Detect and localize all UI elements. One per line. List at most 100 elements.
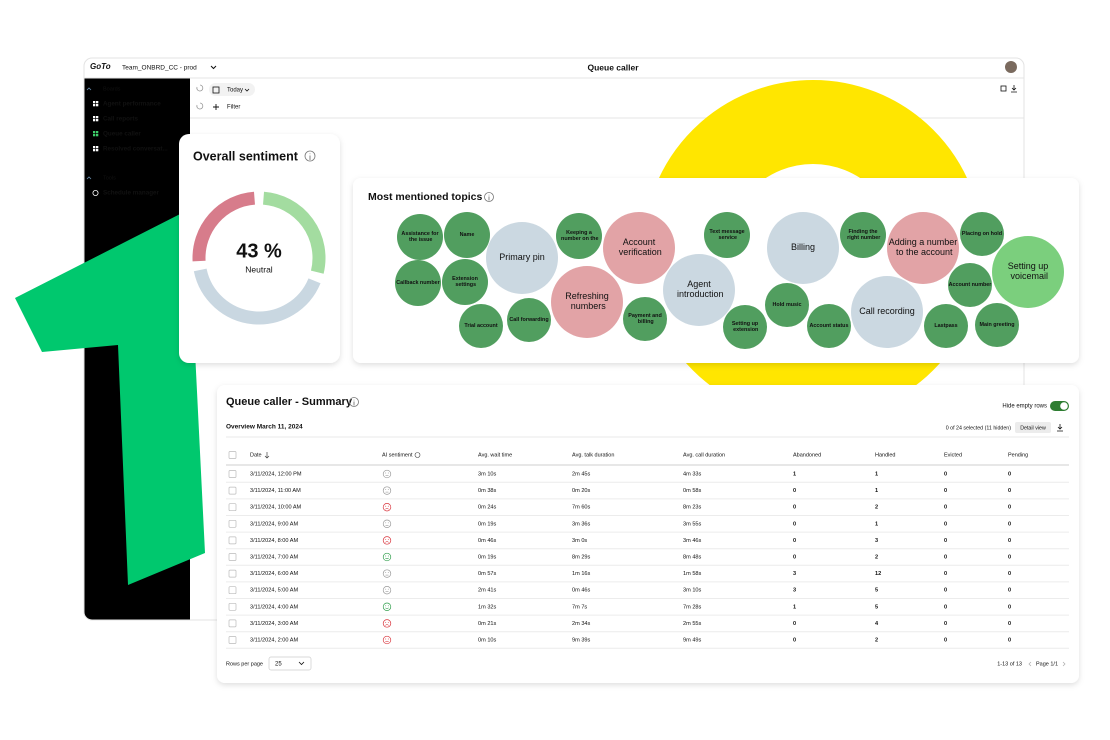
- topic-bubble[interactable]: [663, 254, 735, 326]
- date-pill[interactable]: [209, 83, 255, 96]
- sidebar-item[interactable]: Schedule manager: [103, 190, 160, 197]
- download-icon[interactable]: [1011, 85, 1017, 93]
- topic-label-line: Placing on hold: [962, 231, 1002, 237]
- topic-bubble[interactable]: [975, 303, 1019, 347]
- row-range: 1-13 of 13: [997, 661, 1022, 667]
- sidebar-item[interactable]: Agent performance: [103, 101, 161, 108]
- checkbox[interactable]: [228, 519, 237, 528]
- topic-bubble[interactable]: [924, 304, 968, 348]
- topic-label-line: Main greeting: [979, 322, 1014, 328]
- checkbox[interactable]: [228, 602, 237, 611]
- row-date[interactable]: 3/11/2024, 8:00 AM: [250, 538, 298, 544]
- cell: 2: [875, 637, 878, 643]
- checkbox[interactable]: [228, 636, 237, 644]
- next-page[interactable]: [1062, 661, 1066, 667]
- column-header[interactable]: Date: [250, 452, 262, 458]
- column-header: Avg. talk duration: [572, 452, 614, 458]
- checkbox[interactable]: [228, 486, 237, 495]
- topic-bubble[interactable]: [723, 305, 767, 349]
- eye: [387, 605, 389, 607]
- row-date[interactable]: 3/11/2024, 7:00 AM: [250, 554, 298, 560]
- row-date[interactable]: 3/11/2024, 4:00 AM: [250, 604, 298, 610]
- cell: 0: [793, 538, 796, 544]
- topic-label: Trial account: [464, 323, 497, 329]
- topic-bubble[interactable]: [765, 283, 809, 327]
- topic-bubble[interactable]: [507, 298, 551, 342]
- topic-label-line: right number: [846, 236, 882, 242]
- row-date[interactable]: 3/11/2024, 11:00 AM: [250, 488, 301, 494]
- topic-bubble[interactable]: [459, 304, 503, 348]
- topic-bubble[interactable]: [486, 222, 558, 294]
- copy-icon[interactable]: [1000, 85, 1007, 92]
- cell: 0: [1008, 637, 1011, 643]
- row-date[interactable]: 3/11/2024, 10:00 AM: [250, 505, 302, 511]
- topic-bubble[interactable]: [840, 212, 886, 258]
- topic-bubble[interactable]: [960, 212, 1004, 256]
- cell: 0: [793, 554, 796, 560]
- mouth: [385, 557, 389, 560]
- workspace-name[interactable]: Team_ONBRD_CC - prod: [122, 65, 197, 72]
- detail-button[interactable]: [1015, 422, 1051, 433]
- checkbox[interactable]: [228, 536, 237, 545]
- checkbox[interactable]: [228, 503, 237, 512]
- topic-bubble[interactable]: [603, 212, 675, 284]
- date-filter[interactable]: Today: [227, 88, 243, 94]
- checkbox[interactable]: [228, 586, 237, 595]
- topic-label-line: number on the: [560, 237, 599, 243]
- cell: 0: [944, 588, 947, 594]
- row-date[interactable]: 3/11/2024, 2:00 AM: [250, 637, 298, 643]
- eye: [385, 621, 387, 623]
- topic-bubble[interactable]: [395, 260, 441, 306]
- cell: 2m 41s: [478, 588, 497, 594]
- donut-segment: [192, 191, 256, 262]
- logo: GoTo: [90, 62, 111, 71]
- checkbox[interactable]: [228, 470, 237, 478]
- checkbox[interactable]: [228, 451, 237, 459]
- cell: 8m 29s: [572, 554, 591, 560]
- topic-bubble[interactable]: [851, 276, 923, 348]
- checkbox[interactable]: [228, 569, 237, 578]
- info-icon[interactable]: [304, 150, 316, 162]
- topic-label-line: Assistance for: [401, 231, 439, 237]
- topic-bubble[interactable]: [551, 266, 623, 338]
- topic-bubble[interactable]: [442, 259, 488, 305]
- row-date[interactable]: 3/11/2024, 3:00 AM: [250, 621, 298, 627]
- topic-bubble[interactable]: [807, 304, 851, 348]
- checkbox[interactable]: [228, 619, 237, 628]
- sidebar-item[interactable]: Queue caller: [103, 131, 141, 138]
- topic-bubble[interactable]: [397, 214, 443, 260]
- topic-bubble[interactable]: [948, 263, 992, 307]
- topic-bubble[interactable]: [767, 212, 839, 284]
- download-icon[interactable]: [1057, 424, 1063, 432]
- section-label[interactable]: Tools: [103, 175, 116, 181]
- row-date[interactable]: 3/11/2024, 9:00 AM: [250, 521, 298, 527]
- section-label[interactable]: Boards: [103, 86, 121, 92]
- workspace-chevron[interactable]: [210, 65, 217, 70]
- topic-label: Adding a number to the account: [889, 237, 958, 257]
- date-chevron: [244, 88, 250, 92]
- info-icon[interactable]: [349, 397, 359, 407]
- cell: 2: [875, 505, 878, 511]
- topic-label: Account status: [810, 323, 849, 329]
- plus-icon[interactable]: [213, 104, 219, 110]
- topic-bubble[interactable]: [623, 297, 667, 341]
- checkbox[interactable]: [228, 553, 237, 561]
- topic-bubble[interactable]: [556, 213, 602, 259]
- sidebar-item[interactable]: Resolved conversat...: [103, 146, 168, 153]
- toggle-knob: [1060, 402, 1068, 410]
- row-date[interactable]: 3/11/2024, 6:00 AM: [250, 571, 298, 577]
- row-date[interactable]: 3/11/2024, 5:00 AM: [250, 588, 298, 594]
- avatar[interactable]: [1005, 61, 1017, 73]
- cell: 1: [875, 488, 878, 494]
- info-icon[interactable]: [484, 192, 494, 202]
- prev-page[interactable]: [1028, 661, 1032, 667]
- board-icon: [93, 149, 96, 152]
- rows-per-page-select[interactable]: [268, 656, 312, 671]
- topic-bubble[interactable]: [992, 236, 1064, 308]
- sidebar-item[interactable]: Call reports: [103, 116, 138, 123]
- filter-button[interactable]: Filter: [227, 105, 240, 111]
- topic-bubble[interactable]: [444, 212, 490, 258]
- row-date[interactable]: 3/11/2024, 12:00 PM: [250, 471, 302, 477]
- topic-bubble[interactable]: [704, 212, 750, 258]
- topic-bubble[interactable]: [887, 212, 959, 284]
